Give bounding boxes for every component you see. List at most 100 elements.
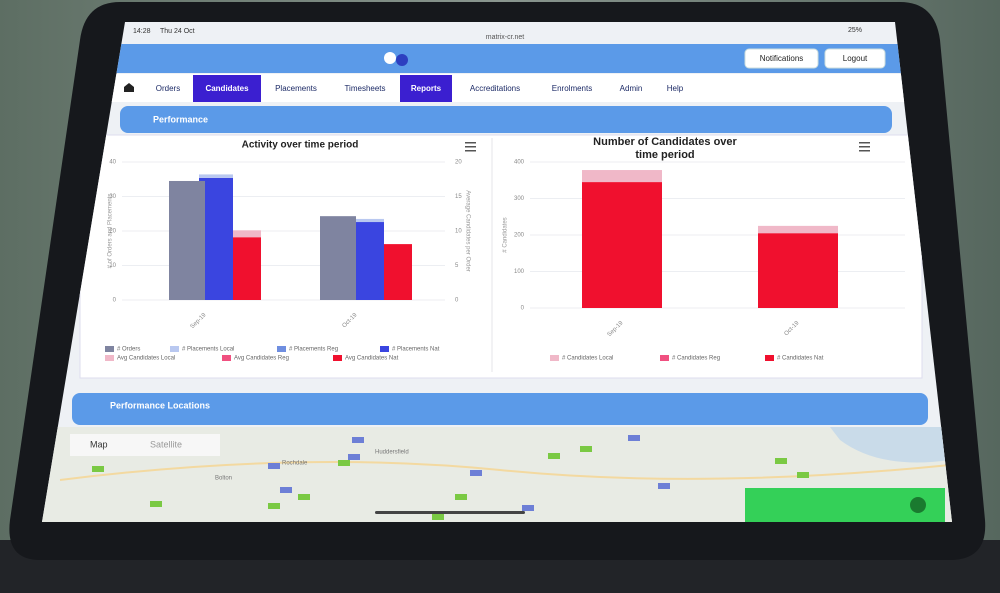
screen: 14:28 Thu 24 Oct matrix-cr.net 25% Notificat… (42, 22, 952, 522)
legend-label[interactable]: Avg Candidates Reg (234, 356, 289, 362)
map-marker (628, 435, 640, 441)
legend-label[interactable]: # Placements Reg (289, 347, 338, 353)
map-marker (348, 454, 360, 460)
header-button[interactable] (744, 48, 819, 69)
logo (384, 52, 396, 64)
map-place: Bolton (215, 476, 232, 482)
bar (384, 244, 412, 300)
bar (199, 174, 233, 178)
chart-menu[interactable] (859, 150, 870, 152)
y2-axis-label: Average Candidates per Order (464, 190, 470, 272)
y-tick-label: 400 (514, 160, 525, 166)
y2-tick-label: 5 (455, 263, 459, 269)
legend-label[interactable]: # Orders (117, 347, 140, 353)
chart-menu[interactable] (465, 150, 476, 152)
y2-tick-label: 10 (455, 229, 462, 235)
map-marker (352, 437, 364, 443)
legend-label[interactable]: # Placements Local (182, 347, 234, 353)
y-tick-label: 200 (514, 233, 525, 239)
y-tick-label: 300 (514, 196, 525, 202)
nav-item[interactable]: Placements (275, 84, 317, 93)
nav-item[interactable]: Help (667, 84, 684, 93)
y-tick-label: 40 (109, 160, 116, 166)
legend-swatch[interactable] (765, 355, 774, 361)
bar (758, 233, 838, 308)
y-tick-label: 0 (113, 298, 117, 304)
bar (233, 237, 261, 300)
legend-swatch[interactable] (277, 346, 286, 352)
chart-menu[interactable] (465, 146, 476, 148)
map-place: Rochdale (282, 461, 308, 467)
map-tabs (70, 434, 220, 456)
legend-label[interactable]: # Candidates Local (562, 356, 613, 362)
map-marker (658, 483, 670, 489)
home-indicator (375, 511, 525, 514)
bar (350, 218, 384, 223)
map-marker (432, 514, 444, 520)
legend-label[interactable]: Avg Candidates Local (117, 356, 175, 362)
nav-active (400, 75, 452, 102)
bar (582, 170, 662, 183)
nav-item[interactable]: Candidates (205, 84, 249, 93)
map-marker (470, 470, 482, 476)
map-marker (268, 463, 280, 469)
map-water (830, 427, 950, 463)
section-header (120, 106, 892, 133)
map-tab[interactable]: Map (90, 439, 108, 449)
nav-item[interactable]: Accreditations (470, 84, 520, 93)
legend-swatch[interactable] (105, 355, 114, 361)
header-button-label[interactable]: Logout (843, 54, 868, 63)
section-header (72, 393, 928, 425)
legend-swatch[interactable] (105, 346, 114, 352)
bar (169, 180, 205, 300)
logo (396, 54, 408, 66)
y2-tick-label: 0 (455, 298, 459, 304)
header-button-label[interactable]: Notifications (760, 54, 804, 63)
legend-label[interactable]: Avg Candidates Nat (345, 356, 399, 362)
legend-label[interactable]: # Candidates Reg (672, 356, 720, 362)
legend-swatch[interactable] (170, 346, 179, 352)
y2-tick-label: 20 (455, 160, 462, 166)
nav-item[interactable]: Reports (411, 84, 442, 93)
nav-item[interactable]: Timesheets (344, 84, 385, 93)
y-tick-label: 20 (109, 229, 116, 235)
legend-swatch[interactable] (222, 355, 231, 361)
section-title: Performance (153, 114, 208, 124)
legend-swatch[interactable] (380, 346, 389, 352)
map-marker (548, 453, 560, 459)
map-place: Huddersfield (375, 450, 409, 456)
map-marker (338, 460, 350, 466)
y-axis-label: # Candidates (503, 217, 509, 252)
chart-title: Activity over time period (242, 140, 359, 151)
chart-menu[interactable] (859, 146, 870, 148)
map-marker (150, 501, 162, 507)
map-marker (775, 458, 787, 464)
legend-label[interactable]: # Candidates Nat (777, 356, 824, 362)
bar (582, 182, 662, 308)
y-axis-label: # of Orders and Placements (108, 194, 114, 269)
chart-menu[interactable] (465, 142, 476, 144)
section-title: Performance Locations (110, 400, 210, 410)
nav-item[interactable]: Orders (156, 84, 180, 93)
bar (758, 225, 838, 234)
y2-tick-label: 15 (455, 194, 462, 200)
home-icon[interactable] (124, 83, 134, 92)
map-marker (580, 446, 592, 452)
legend-swatch[interactable] (660, 355, 669, 361)
legend-swatch[interactable] (333, 355, 342, 361)
map-tab[interactable]: Satellite (150, 439, 182, 449)
map-marker (280, 487, 292, 493)
nav-item[interactable]: Admin (620, 84, 643, 93)
header-button[interactable] (824, 48, 886, 69)
nav-item[interactable]: Enrolments (552, 84, 592, 93)
status-url: matrix-cr.net (486, 34, 525, 41)
legend-swatch[interactable] (550, 355, 559, 361)
map-marker (268, 503, 280, 509)
status-battery: 25% (848, 27, 862, 34)
chart-menu[interactable] (859, 142, 870, 144)
map-marker (455, 494, 467, 500)
legend-label[interactable]: # Placements Nat (392, 347, 440, 353)
chat-icon[interactable] (910, 497, 926, 513)
